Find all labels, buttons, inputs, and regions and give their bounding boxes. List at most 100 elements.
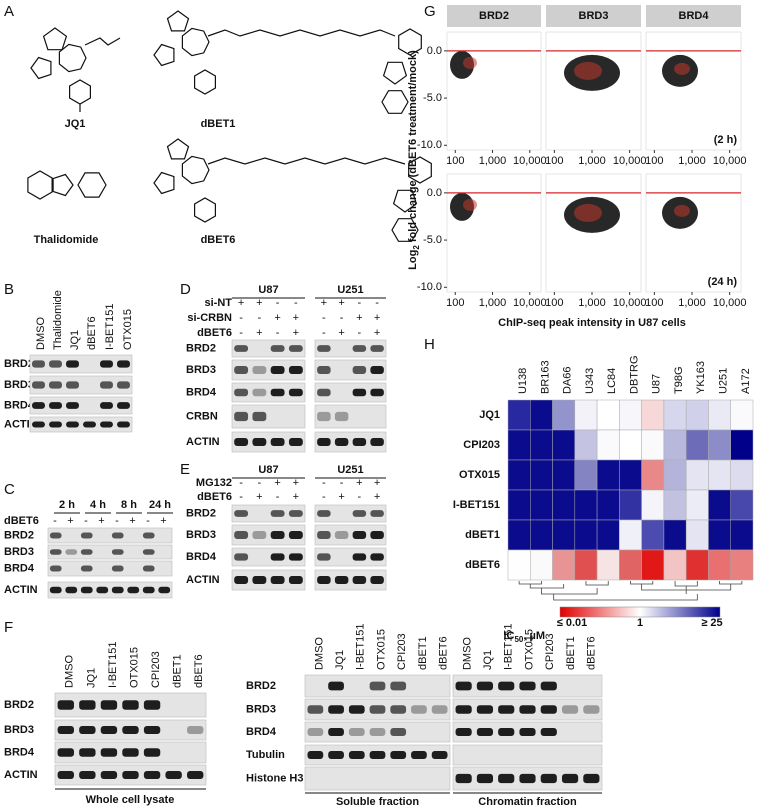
blot-band — [541, 705, 557, 713]
blot-band — [353, 510, 366, 517]
dendrogram — [541, 588, 597, 594]
structure-ring — [28, 171, 52, 199]
lane-label: dBET6 — [586, 636, 598, 670]
row-label: BRD3 — [186, 529, 216, 541]
blot-band — [252, 389, 266, 397]
blot-band — [477, 682, 493, 691]
blot-band — [498, 774, 514, 783]
blot-band — [353, 553, 366, 560]
time-label: 24 h — [149, 499, 171, 511]
blot-band — [252, 531, 266, 539]
lane-label: Thalidomide — [52, 290, 64, 350]
blot-band — [335, 438, 348, 446]
panel-letter: C — [4, 481, 15, 498]
blot-band — [79, 771, 95, 779]
blot-band — [81, 533, 93, 539]
heatmap-cell — [597, 460, 619, 490]
heatmap-cell — [731, 550, 753, 580]
blot-band — [317, 553, 330, 560]
blot-band — [81, 549, 93, 555]
sign: - — [146, 515, 150, 527]
lane-label: JQ1 — [85, 668, 97, 688]
plot-area — [646, 32, 741, 150]
heatmap-cell — [553, 430, 575, 460]
x-tick-label: 10,000 — [513, 155, 547, 167]
blot-band — [271, 438, 285, 446]
heatmap-cell — [619, 520, 641, 550]
heatmap-cell — [664, 550, 686, 580]
structure-bond — [85, 38, 120, 45]
sign: + — [238, 297, 244, 309]
blot-band — [66, 360, 79, 367]
blot-band — [349, 728, 365, 736]
heatmap-cell — [664, 400, 686, 430]
heatmap-cell — [731, 490, 753, 520]
caption: Soluble fraction — [336, 796, 419, 807]
blot-band — [252, 366, 266, 374]
blot-band — [519, 728, 535, 736]
row-label: BRD2 — [246, 680, 276, 692]
heatmap-cell — [731, 400, 753, 430]
heatmap-cell — [597, 430, 619, 460]
sign: + — [356, 477, 362, 489]
blot-band — [353, 438, 366, 446]
blot-band — [328, 728, 344, 736]
blot-band — [370, 728, 386, 736]
panel-letter: G — [424, 3, 436, 20]
sign: + — [67, 515, 73, 527]
structure-ring — [168, 139, 189, 159]
sign: - — [258, 477, 262, 489]
row-label: BRD3 — [4, 546, 34, 558]
row-label: BRD4 — [4, 746, 35, 758]
blot-band — [370, 531, 383, 539]
panel-letter: H — [424, 336, 435, 353]
x-axis-title: ChIP-seq peak intensity in U87 cells — [498, 317, 686, 329]
x-tick-label: 1,000 — [678, 297, 706, 309]
structure-ring — [384, 62, 407, 84]
blot-band — [252, 576, 266, 584]
sign: - — [294, 297, 298, 309]
cell-line: U251 — [337, 284, 363, 296]
colorbar-label: ≤ 0.01 — [557, 617, 588, 629]
blot-band — [477, 728, 493, 736]
blot-band — [122, 748, 138, 756]
point-cloud — [463, 199, 477, 211]
blot-band — [32, 422, 45, 428]
row-label: CRBN — [186, 410, 218, 422]
blot-strip — [30, 397, 132, 414]
heatmap-cell — [619, 430, 641, 460]
x-tick-label: 1,000 — [479, 155, 507, 167]
caption: Whole cell lysate — [86, 794, 175, 806]
lane-label: dBET1 — [417, 636, 429, 670]
blot-band — [349, 751, 365, 759]
blot-band — [317, 412, 330, 421]
blot-band — [370, 510, 383, 517]
blot-band — [289, 576, 303, 584]
sign: + — [256, 327, 262, 339]
dendrogram — [586, 581, 608, 585]
x-tick-label: 100 — [446, 155, 464, 167]
blot-band — [65, 587, 77, 593]
blot-band — [583, 774, 599, 783]
blot-band — [370, 389, 383, 397]
blot-band — [519, 705, 535, 713]
blot-strip — [30, 355, 132, 373]
heatmap-cell — [708, 490, 730, 520]
lane-label: I-BET151 — [107, 642, 119, 688]
blot-band — [432, 705, 448, 713]
cell-line: U87 — [258, 464, 278, 476]
heatmap-cell — [708, 550, 730, 580]
heatmap-cell — [664, 460, 686, 490]
row-label: ACTIN — [4, 769, 38, 781]
blot-band — [432, 751, 448, 759]
sign: - — [276, 491, 280, 503]
x-tick-label: 1,000 — [578, 155, 606, 167]
blot-band — [112, 566, 124, 572]
blot-band — [50, 587, 62, 593]
lane-label: dBET6 — [86, 316, 98, 350]
row-label: BRD2 — [186, 342, 216, 354]
x-tick-label: 10,000 — [713, 297, 747, 309]
blot-band — [411, 705, 427, 713]
heatmap-cell — [686, 460, 708, 490]
blot-band — [498, 705, 514, 713]
